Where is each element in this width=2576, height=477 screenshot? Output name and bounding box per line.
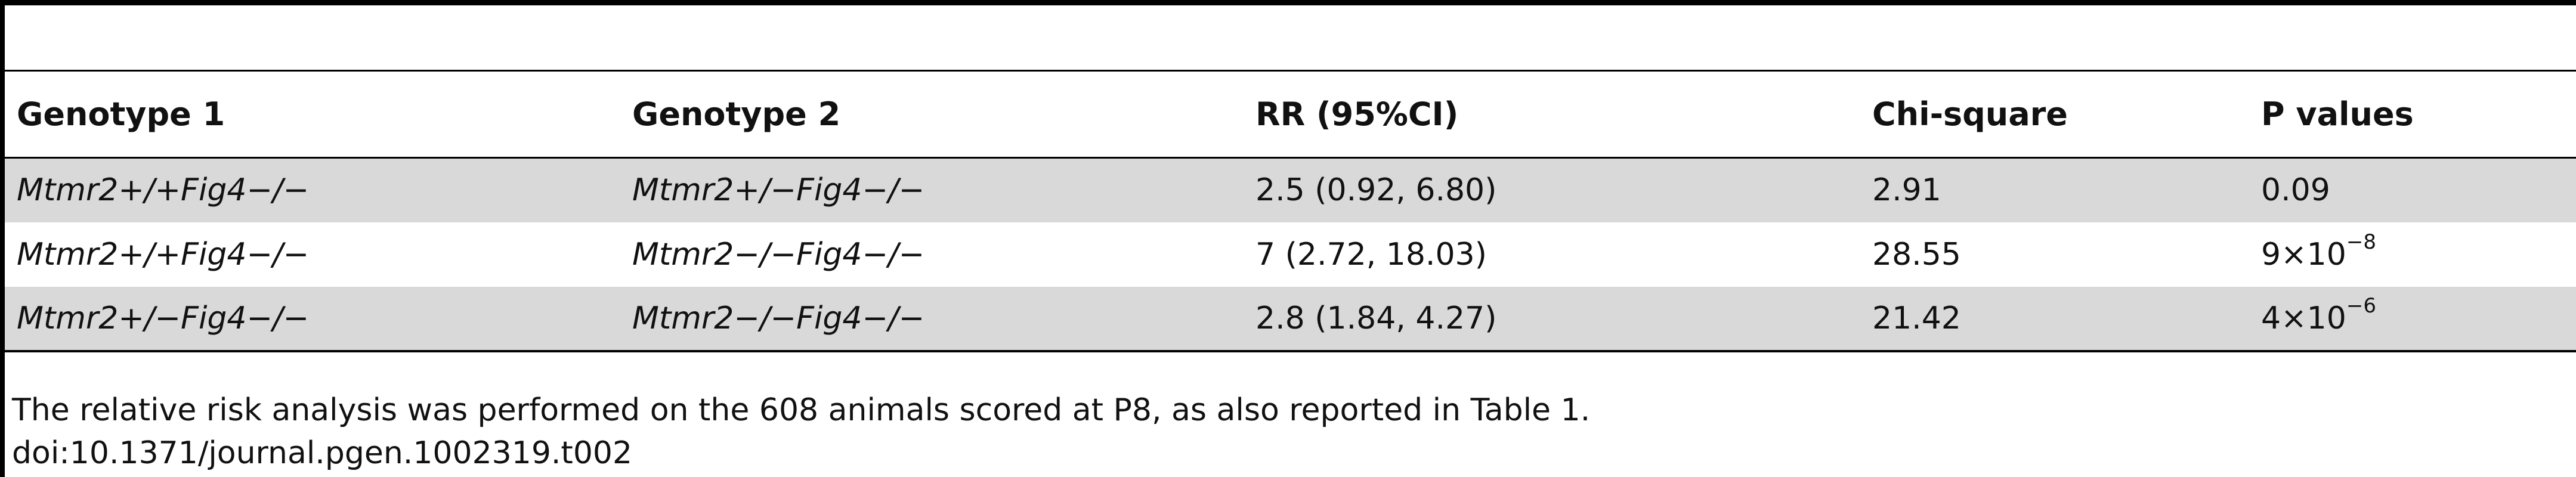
cell-p-value: 4×10−6 — [2249, 286, 2576, 352]
table-row: Mtmr2+/+Fig4−/− Mtmr2−/−Fig4−/− 7 (2.72,… — [5, 222, 2576, 287]
table-row: Mtmr2+/+Fig4−/− Mtmr2+/−Fig4−/− 2.5 (0.9… — [5, 157, 2576, 222]
cell-genotype-2: Mtmr2−/−Fig4−/− — [632, 236, 925, 272]
cell-p-value: 9×10−8 — [2249, 222, 2576, 287]
top-rule — [0, 0, 2576, 5]
cell-rr: 7 (2.72, 18.03) — [1255, 236, 1487, 272]
p-value-base: 4×10 — [2261, 300, 2346, 336]
header-chi-square: Chi-square — [1860, 70, 2249, 159]
p-value-base: 9×10 — [2261, 236, 2346, 272]
p-value-exponent: −6 — [2346, 293, 2376, 318]
table-row: Mtmr2+/−Fig4−/− Mtmr2−/−Fig4−/− 2.8 (1.8… — [5, 286, 2576, 352]
cell-p-value: 0.09 — [2249, 157, 2576, 222]
cell-genotype-2: Mtmr2+/−Fig4−/− — [620, 157, 1244, 222]
table-container: Genotype 1 Genotype 2 RR (95%CI) Chi-squ… — [5, 70, 2576, 352]
table-footnote: The relative risk analysis was performed… — [12, 389, 1590, 475]
cell-rr: 2.8 (1.84, 4.27) — [1244, 286, 1860, 352]
header-rr: RR (95%CI) — [1244, 70, 1860, 159]
left-border — [0, 0, 5, 477]
cell-chi-square: 28.55 — [1872, 236, 1961, 272]
cell-genotype-2: Mtmr2−/−Fig4−/− — [620, 286, 1244, 352]
p-value-base: 0.09 — [2261, 172, 2330, 209]
header-genotype-2: Genotype 2 — [620, 70, 1244, 159]
footnote-text: The relative risk analysis was performed… — [12, 392, 1591, 428]
cell-chi-square: 21.42 — [1860, 286, 2249, 352]
cell-genotype-1: Mtmr2+/+Fig4−/− — [5, 157, 620, 222]
cell-genotype-1: Mtmr2+/−Fig4−/− — [5, 286, 620, 352]
doi-text: doi:10.1371/journal.pgen.1002319.t002 — [12, 435, 633, 471]
cell-rr: 2.5 (0.92, 6.80) — [1244, 157, 1860, 222]
p-value-exponent: −8 — [2346, 230, 2376, 254]
table-header-row: Genotype 1 Genotype 2 RR (95%CI) Chi-squ… — [5, 70, 2576, 159]
header-p-values: P values — [2249, 70, 2576, 159]
header-genotype-1: Genotype 1 — [5, 70, 620, 159]
cell-chi-square: 2.91 — [1860, 157, 2249, 222]
risk-table: Genotype 1 Genotype 2 RR (95%CI) Chi-squ… — [5, 70, 2576, 352]
cell-genotype-1: Mtmr2+/+Fig4−/− — [17, 236, 310, 272]
